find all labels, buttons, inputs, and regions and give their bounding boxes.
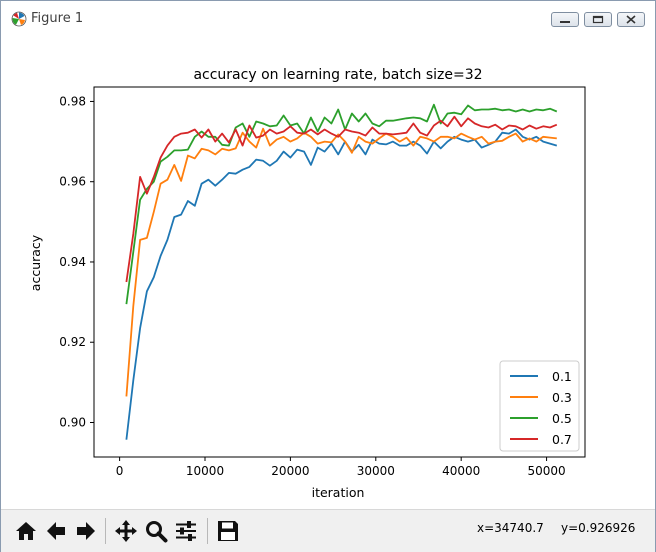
back-button[interactable] (41, 516, 69, 544)
y-tick-label: 0.96 (59, 175, 86, 189)
home-icon (16, 522, 36, 540)
x-tick-label: 10000 (186, 464, 224, 478)
forward-arrow-icon (77, 522, 95, 540)
y-axis-label: accuracy (28, 234, 43, 291)
accuracy-chart: accuracy on learning rate, batch size=32… (28, 67, 586, 500)
maximize-button[interactable] (584, 12, 612, 27)
back-arrow-icon (47, 522, 65, 540)
toolbar-separator (207, 518, 208, 544)
y-coordinate-readout: y=0.926926 (561, 521, 636, 535)
configure-subplots-icon (176, 521, 196, 541)
home-button[interactable] (11, 516, 39, 544)
window-title: Figure 1 (31, 11, 84, 26)
plot-frame (93, 86, 586, 458)
pan-icon (115, 520, 137, 542)
legend-box (499, 360, 580, 452)
minimize-button[interactable] (551, 12, 579, 27)
axis-layer: 0 10000 20000 30000 40000 50000 0.90 0.92 0.94 0.… (59, 86, 586, 478)
series-line-0-7 (125, 115, 558, 283)
minimize-icon (560, 21, 570, 23)
series-line-0-1 (125, 128, 558, 440)
legend-label: 0.1 (552, 369, 572, 384)
legend: 0.1 0.3 0.5 0.7 (499, 360, 580, 452)
zoom-button[interactable] (141, 516, 169, 544)
chart-title: accuracy on learning rate, batch size=32 (193, 67, 482, 83)
x-tick-label: 20000 (271, 464, 309, 478)
legend-label: 0.3 (552, 390, 572, 405)
pan-button[interactable] (111, 516, 139, 544)
navigation-toolbar: x=34740.7 y=0.926926 (1, 509, 655, 552)
x-tick-label: 50000 (527, 464, 565, 478)
x-tick-label: 40000 (442, 464, 480, 478)
close-icon (626, 15, 636, 24)
maximize-icon (592, 15, 604, 24)
x-tick-label: 30000 (357, 464, 395, 478)
save-button[interactable] (213, 516, 241, 544)
legend-label: 0.7 (552, 432, 572, 447)
figure-canvas[interactable]: accuracy on learning rate, batch size=32… (8, 37, 649, 508)
zoom-icon (146, 521, 168, 543)
x-axis-label: iteration (312, 485, 365, 500)
x-tick-label: 0 (116, 464, 124, 478)
x-coordinate-readout: x=34740.7 (477, 521, 544, 535)
save-icon (218, 521, 238, 541)
legend-label: 0.5 (552, 411, 572, 426)
series-line-0-5 (125, 103, 558, 305)
close-button[interactable] (617, 12, 645, 27)
y-tick-label: 0.90 (59, 415, 86, 429)
forward-button[interactable] (71, 516, 99, 544)
y-tick-label: 0.92 (59, 335, 86, 349)
configure-subplots-button[interactable] (171, 516, 199, 544)
y-tick-label: 0.94 (59, 255, 86, 269)
series-line-0-3 (125, 127, 557, 397)
y-tick-label: 0.98 (59, 94, 86, 108)
series-layer (125, 103, 558, 440)
title-bar[interactable]: Figure 1 (1, 1, 655, 37)
toolbar-separator (105, 518, 106, 544)
matplotlib-logo-icon (11, 11, 27, 27)
